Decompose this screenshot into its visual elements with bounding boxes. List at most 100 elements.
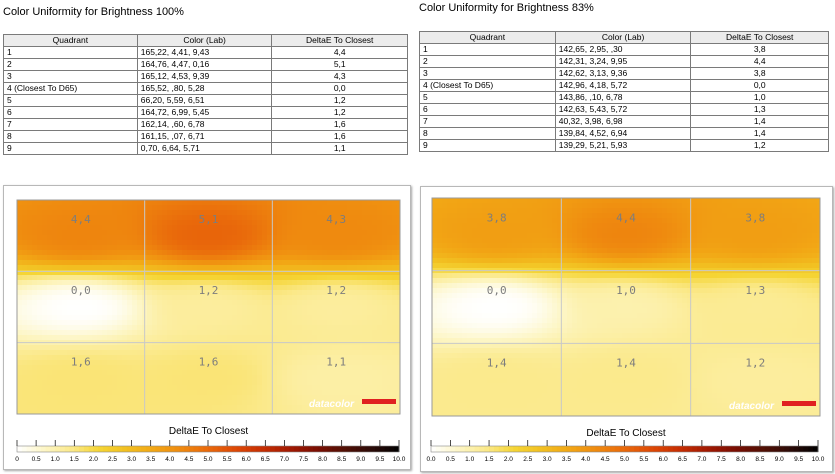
quadrant-cell: 2 (419, 55, 556, 68)
table-header-row: Quadrant Color (Lab) DeltaE To Closest (419, 31, 829, 44)
colorbar-tick-label: 7.0 (697, 456, 706, 463)
colorbar-tick-label: 5.0 (620, 456, 629, 463)
uniformity-table-83: Quadrant Color (Lab) DeltaE To Closest 1… (419, 31, 829, 152)
colorbar-tick-label: 5.5 (223, 456, 232, 463)
cell-value-label: 3,8 (487, 211, 507, 224)
quadrant-cell: 5 (419, 91, 556, 104)
deltae-cell: 1,3 (690, 103, 829, 116)
heatmap-frame (16, 199, 401, 415)
colorbar-tick-label: 1.0 (465, 456, 474, 463)
table-row: 1 165,22, 4,41, 9,43 4,4 (3, 46, 408, 59)
deltae-cell: 1,2 (690, 139, 829, 152)
colorbar-tick-label: 4.0 (165, 456, 174, 463)
color-lab-cell: 139,29, 5,21, 5,93 (554, 139, 692, 152)
uniformity-table-100: Quadrant Color (Lab) DeltaE To Closest 1… (3, 34, 408, 155)
deltae-cell: 3,8 (690, 43, 829, 56)
table-row: 3 165,12, 4,53, 9,39 4,3 (3, 70, 408, 83)
deltae-cell: 1,2 (271, 94, 408, 107)
color-lab-cell: 164,76, 4,47, 0,16 (136, 58, 273, 71)
heatmap-frame (431, 197, 821, 417)
color-lab-cell: 142,62, 3,13, 9,36 (554, 67, 692, 80)
quadrant-cell: 8 (419, 127, 556, 140)
colorbar-tick-label: 1.5 (485, 456, 494, 463)
cell-value-label: 3,8 (745, 211, 765, 224)
color-lab-cell: 0,70, 6,64, 5,71 (136, 142, 273, 155)
cell-value-label: 1,6 (199, 355, 219, 368)
colorbar-tick-label: 3.0 (127, 456, 136, 463)
table-row: 7 40,32, 3,98, 6,98 1,4 (419, 115, 829, 128)
colorbar-tick-label: 2.5 (108, 456, 117, 463)
color-lab-cell: 164,72, 6,99, 5,45 (136, 106, 273, 119)
quadrant-cell: 4 (Closest To D65) (419, 79, 556, 92)
cell-value-label: 1,2 (326, 284, 346, 297)
color-lab-cell: 40,32, 3,98, 6,98 (554, 115, 692, 128)
colorbar-tick-label: 3.0 (543, 456, 552, 463)
colorbar-tick-label: 4.0 (581, 456, 590, 463)
quadrant-cell: 6 (419, 103, 556, 116)
colorbar-tick-label: 0 (15, 456, 19, 463)
color-lab-cell: 142,63, 5,43, 5,72 (554, 103, 692, 116)
table-row: 4 (Closest To D65) 165,52, ,80, 5,28 0,0 (3, 82, 408, 95)
col-color-lab: Color (Lab) (554, 31, 692, 44)
deltae-cell: 4,3 (271, 70, 408, 83)
colorbar-tick-label: 6.0 (242, 456, 251, 463)
colorbar-tick-label: 3.5 (562, 456, 571, 463)
cell-value-label: 1,4 (616, 357, 636, 370)
table-row: 5 66,20, 5,59, 6,51 1,2 (3, 94, 408, 107)
colorbar-tick-label: 2.0 (504, 456, 513, 463)
quadrant-cell: 7 (3, 118, 138, 131)
table-row: 6 142,63, 5,43, 5,72 1,3 (419, 103, 829, 116)
color-lab-cell: 165,22, 4,41, 9,43 (136, 46, 273, 59)
deltae-cell: 5,1 (271, 58, 408, 71)
colorbar-tick-label: 6.0 (659, 456, 668, 463)
table-row: 8 139,84, 4,52, 6,94 1,4 (419, 127, 829, 140)
colorbar-tick-label: 3.5 (146, 456, 155, 463)
quadrant-cell: 1 (3, 46, 138, 59)
table-row: 3 142,62, 3,13, 9,36 3,8 (419, 67, 829, 80)
deltae-cell: 0,0 (271, 82, 408, 95)
col-quadrant: Quadrant (419, 31, 556, 44)
cell-value-label: 4,4 (71, 213, 91, 226)
colorbar-tick-label: 6.5 (678, 456, 687, 463)
colorbar-tick-label: 0.0 (426, 456, 435, 463)
color-lab-cell: 139,84, 4,52, 6,94 (554, 127, 692, 140)
table-row: 2 142,31, 3,24, 9,95 4,4 (419, 55, 829, 68)
color-lab-cell: 161,15, ,07, 6,71 (136, 130, 273, 143)
colorbar-tick-label: 4.5 (184, 456, 193, 463)
colorbar-tick-label: 8.0 (318, 456, 327, 463)
table-header-row: Quadrant Color (Lab) DeltaE To Closest (3, 34, 408, 47)
quadrant-cell: 3 (419, 67, 556, 80)
cell-value-label: 4,4 (616, 211, 636, 224)
colorbar-tick-label: 2.5 (523, 456, 532, 463)
cell-value-label: 1,4 (487, 357, 507, 370)
col-color-lab: Color (Lab) (136, 34, 273, 47)
table-row: 5 143,86, ,10, 6,78 1,0 (419, 91, 829, 104)
cell-value-label: 0,0 (487, 284, 507, 297)
deltae-cell: 3,8 (690, 67, 829, 80)
quadrant-cell: 1 (419, 43, 556, 56)
table-row: 7 162,14, ,60, 6,78 1,6 (3, 118, 408, 131)
table-row: 2 164,76, 4,47, 0,16 5,1 (3, 58, 408, 71)
table-title-100: Color Uniformity for Brightness 100% (3, 6, 184, 18)
color-lab-cell: 165,12, 4,53, 9,39 (136, 70, 273, 83)
color-lab-cell: 142,31, 3,24, 9,95 (554, 55, 692, 68)
colorbar-tick-label: 8.5 (337, 456, 346, 463)
datacolor-logo-bar (362, 399, 396, 404)
quadrant-cell: 3 (3, 70, 138, 83)
cell-value-label: 1,6 (71, 355, 91, 368)
colorbar-tick-label: 5.5 (639, 456, 648, 463)
quadrant-cell: 7 (419, 115, 556, 128)
cell-value-label: 1,2 (199, 284, 219, 297)
colorbar-tick-label: 0.5 (32, 456, 41, 463)
col-deltae: DeltaE To Closest (690, 31, 829, 44)
colorbar-tick-label: 10.0 (393, 456, 406, 463)
quadrant-cell: 2 (3, 58, 138, 71)
colorbar-tick-label: 1.5 (70, 456, 79, 463)
quadrant-cell: 8 (3, 130, 138, 143)
heatmap-chart-83: 3,8 4,4 3,8 0,0 1,0 1,3 1,4 1,4 1,2 datacolor Delt… (426, 197, 825, 463)
table-row: 1 142,65, 2,95, ,30 3,8 (419, 43, 829, 56)
cell-value-label: 1,1 (326, 355, 346, 368)
colorbar-tick-label: 0.5 (446, 456, 455, 463)
heatmap-chart-100: 4,4 5,1 4,3 0,0 1,2 1,2 1,6 1,6 1,1 datacolor Delt… (15, 199, 406, 463)
table-row: 6 164,72, 6,99, 5,45 1,2 (3, 106, 408, 119)
